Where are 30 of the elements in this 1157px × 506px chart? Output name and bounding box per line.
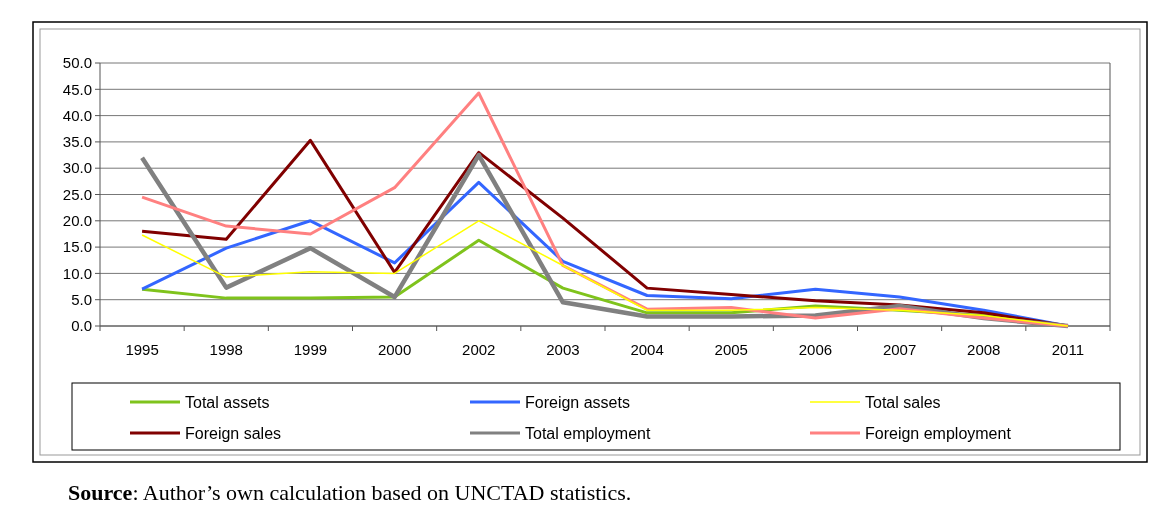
y-tick-label: 45.0 — [62, 80, 92, 98]
y-tick-label: 0.0 — [71, 317, 92, 335]
x-tick-label: 2007 — [882, 341, 917, 358]
legend-label: Foreign sales — [185, 424, 282, 442]
x-tick-label: 1998 — [209, 341, 243, 358]
legend-label: Total sales — [865, 393, 941, 411]
y-tick-label: 20.0 — [62, 212, 92, 230]
source-note: Source: Author’s own calculation based on UNCTAD statistics. — [68, 480, 632, 505]
y-tick-label: 40.0 — [62, 106, 92, 124]
x-tick-label: 2000 — [377, 341, 412, 358]
x-tick-label: 2003 — [546, 341, 580, 358]
legend-label: Foreign assets — [525, 393, 630, 411]
y-tick-label: 25.0 — [62, 185, 92, 203]
y-tick-label: 30.0 — [62, 159, 92, 177]
y-tick-label: 50.0 — [62, 54, 92, 72]
x-tick-label: 2011 — [1051, 341, 1085, 358]
x-tick-label: 2005 — [714, 341, 748, 358]
y-tick-label: 15.0 — [62, 238, 92, 256]
x-tick-label: 2004 — [630, 341, 664, 358]
legend-label: Total assets — [185, 393, 270, 411]
legend-label: Total employment — [525, 424, 651, 442]
y-tick-label: 10.0 — [62, 264, 92, 282]
x-tick-label: 2006 — [798, 341, 833, 358]
x-tick-label: 2002 — [462, 341, 496, 358]
x-tick-label: 2008 — [967, 341, 1001, 358]
legend-label: Foreign employment — [865, 424, 1012, 442]
y-tick-label: 5.0 — [71, 290, 92, 308]
y-tick-label: 35.0 — [62, 133, 92, 151]
x-tick-label: 1995 — [125, 341, 159, 358]
x-tick-label: 1999 — [293, 341, 328, 358]
